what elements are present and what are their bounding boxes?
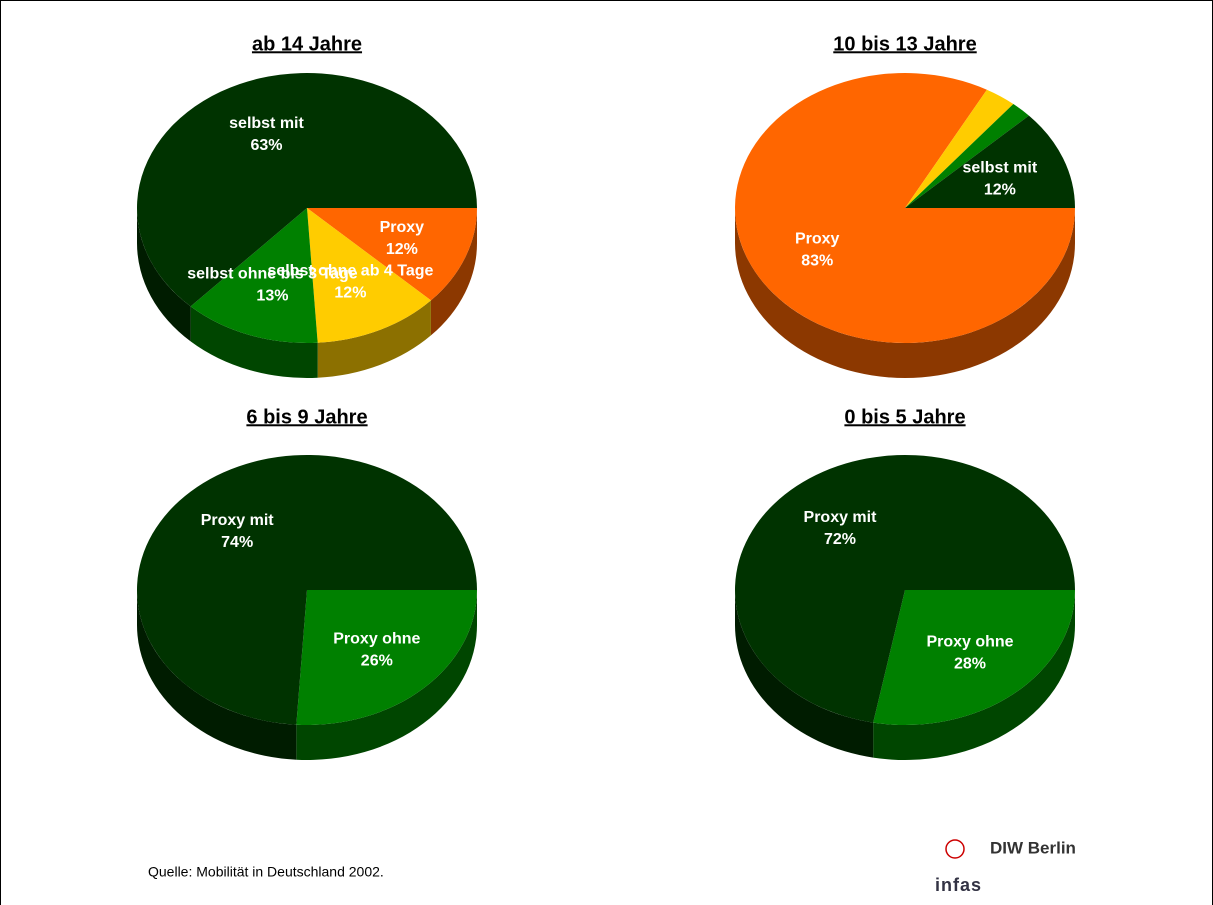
slice-side [296,590,477,760]
slice-label: Proxy [380,219,425,236]
slice [735,73,1076,344]
chart-title: 6 bis 9 Jahre [246,406,367,428]
slice-side [873,590,1076,760]
logo-infas: infas [935,875,982,895]
value-label: 12% [386,241,418,258]
slice [905,89,1014,208]
slice-label: Proxy mit [804,509,878,526]
slice-side [735,208,1075,378]
slice [905,103,1029,208]
value-label: 12% [984,181,1016,198]
slice-side [137,208,191,342]
slice-label: Proxy ohne [926,634,1013,651]
value-label: 83% [801,252,833,269]
value-label: 72% [824,531,856,548]
slice-side [430,208,477,336]
chart-title: 10 bis 13 Jahre [833,33,976,55]
slice [873,590,1076,725]
value-label: 28% [954,656,986,673]
slice-side [190,306,318,378]
slice-label: Proxy ohne [333,630,420,647]
value-label: 13% [256,287,288,304]
source-note: Quelle: Mobilität in Deutschland 2002. [148,864,384,880]
slice [296,590,477,725]
slice-side [137,590,297,760]
slice-side [735,590,874,758]
slice-label: selbst mit [229,115,304,132]
slice [137,454,478,725]
slice-label: Proxy [795,230,840,247]
chart-title: 0 bis 5 Jahre [844,406,965,428]
value-label: 26% [361,652,393,669]
chart-title: ab 14 Jahre [252,33,362,55]
slice-label: selbst mit [962,159,1037,176]
slice [905,115,1075,208]
slice [190,208,318,343]
value-label: 74% [221,534,253,551]
value-label: 63% [250,137,282,154]
slice-label: selbst ohne ab 4 Tage [267,263,433,280]
logo-diw: DIW Berlin [990,838,1076,857]
value-label: 12% [334,285,366,302]
slice [307,208,431,343]
slice-label: selbst ohne bis 3 Tage [187,265,358,282]
logo-icon [945,839,965,859]
slice [137,73,477,307]
slice-side [317,300,431,378]
slice [307,208,477,301]
slice [735,455,1076,723]
slice-label: Proxy mit [201,512,275,529]
